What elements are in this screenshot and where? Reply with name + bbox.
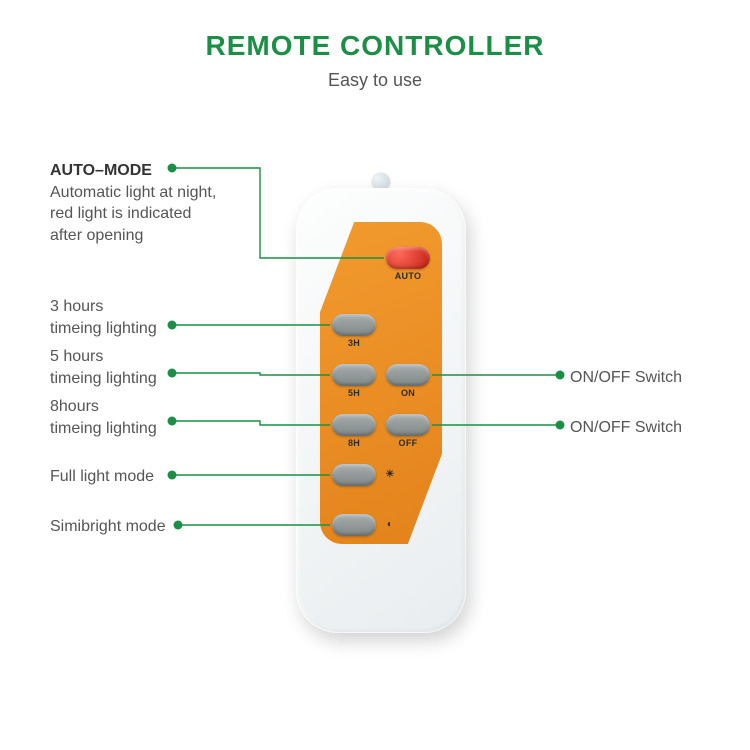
callout-left-3h: 3 hourstimeing lighting bbox=[50, 296, 260, 339]
remote-button-3h[interactable] bbox=[332, 314, 376, 336]
remote-button-5h[interactable] bbox=[332, 364, 376, 386]
callout-left-8h: 8hourstimeing lighting bbox=[50, 396, 260, 439]
callout-right-off-switch: ON/OFF Switch bbox=[570, 417, 740, 439]
infographic-stage: REMOTE CONTROLLER Easy to use AUTO 3H 5H ON… bbox=[0, 0, 750, 750]
remote-button-label-half: ◐ bbox=[387, 519, 393, 530]
remote-button-auto[interactable] bbox=[386, 247, 430, 269]
remote-button-label-full: ☀ bbox=[385, 469, 394, 480]
remote-button-label-on: ON bbox=[401, 388, 415, 398]
callout-left-auto-mode: AUTO–MODEAutomatic light at night,red li… bbox=[50, 160, 260, 246]
callout-right-on-switch: ON/OFF Switch bbox=[570, 367, 740, 389]
remote-button-off[interactable] bbox=[386, 414, 430, 436]
remote-body bbox=[296, 188, 466, 633]
page-title: REMOTE CONTROLLER bbox=[0, 30, 750, 62]
callout-left-half: Simibright mode bbox=[50, 516, 260, 538]
remote-button-8h[interactable] bbox=[332, 414, 376, 436]
callout-left-5h: 5 hourstimeing lighting bbox=[50, 346, 260, 389]
callout-left-full: Full light mode bbox=[50, 466, 260, 488]
remote-button-label-8h: 8H bbox=[348, 438, 360, 448]
remote-button-on[interactable] bbox=[386, 364, 430, 386]
remote-button-label-auto: AUTO bbox=[395, 271, 422, 281]
callout-dot bbox=[556, 371, 565, 380]
remote-button-full[interactable] bbox=[332, 464, 376, 486]
remote-button-half[interactable] bbox=[332, 514, 376, 536]
remote-button-label-off: OFF bbox=[399, 438, 418, 448]
remote-button-label-3h: 3H bbox=[348, 338, 360, 348]
remote-button-label-5h: 5H bbox=[348, 388, 360, 398]
page-subtitle: Easy to use bbox=[0, 70, 750, 91]
callout-dot bbox=[556, 421, 565, 430]
